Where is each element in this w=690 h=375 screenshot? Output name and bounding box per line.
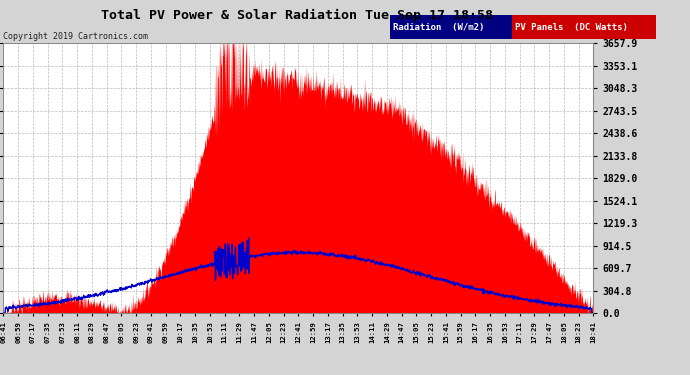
Text: PV Panels  (DC Watts): PV Panels (DC Watts) xyxy=(515,22,628,32)
Text: Copyright 2019 Cartronics.com: Copyright 2019 Cartronics.com xyxy=(3,32,148,41)
Bar xyxy=(390,15,512,39)
Bar xyxy=(512,15,656,39)
Text: Total PV Power & Solar Radiation Tue Sep 17 18:58: Total PV Power & Solar Radiation Tue Sep… xyxy=(101,9,493,22)
Text: Radiation  (W/m2): Radiation (W/m2) xyxy=(393,22,484,32)
